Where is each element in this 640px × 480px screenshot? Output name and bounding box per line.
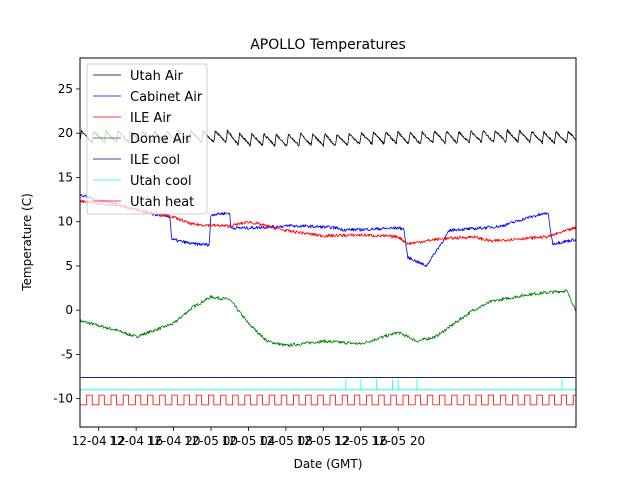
y-tick-label: 0 xyxy=(65,303,73,317)
x-tick-label: 12-05 04 xyxy=(221,434,275,448)
x-tick-label: 12-05 12 xyxy=(296,434,350,448)
x-tick-label: 12-05 00 xyxy=(184,434,238,448)
x-tick-label: 12-05 16 xyxy=(334,434,388,448)
plot-frame xyxy=(79,57,577,428)
x-tick-label: 12-04 12 xyxy=(72,434,126,448)
legend-label-utah-cool: Utah cool xyxy=(130,174,192,189)
series-line-ile-air xyxy=(80,199,576,245)
x-tick-label: 12-04 20 xyxy=(147,434,201,448)
series-line-dome-air xyxy=(80,289,576,347)
y-tick-label: 10 xyxy=(58,215,73,229)
legend-label-cabinet-air: Cabinet Air xyxy=(130,90,203,105)
x-tick-label: 12-05 08 xyxy=(259,434,313,448)
x-tick-label: 12-04 16 xyxy=(109,434,163,448)
chart-title: APOLLO Temperatures xyxy=(250,37,406,53)
y-tick-label: 15 xyxy=(58,170,73,184)
y-tick-label: -10 xyxy=(53,392,73,406)
legend-label-ile-cool: ILE cool xyxy=(130,153,180,168)
x-tick-label: 12-05 20 xyxy=(371,434,425,448)
legend-label-dome-air: Dome Air xyxy=(130,132,191,147)
legend-label-utah-air: Utah Air xyxy=(130,69,183,84)
y-tick-label: 20 xyxy=(58,126,73,140)
y-tick-label: 25 xyxy=(58,82,73,96)
y-axis: 25 20 15 10 5 0 -5 -10 xyxy=(53,82,80,406)
legend-label-utah-heat: Utah heat xyxy=(130,195,194,210)
legend-box xyxy=(86,63,208,215)
y-tick-label: 5 xyxy=(65,259,73,273)
legend: Utah Air Cabinet Air ILE Air Dome Air ILE co… xyxy=(86,63,208,215)
legend-label-ile-air: ILE Air xyxy=(130,111,172,126)
series-line-utah-cool xyxy=(80,379,576,391)
x-axis-label: Date (GMT) xyxy=(294,457,363,471)
y-axis-label: Temperature (C) xyxy=(20,193,34,292)
series-line-utah-heat xyxy=(80,394,576,406)
y-tick-label: -5 xyxy=(61,347,73,361)
